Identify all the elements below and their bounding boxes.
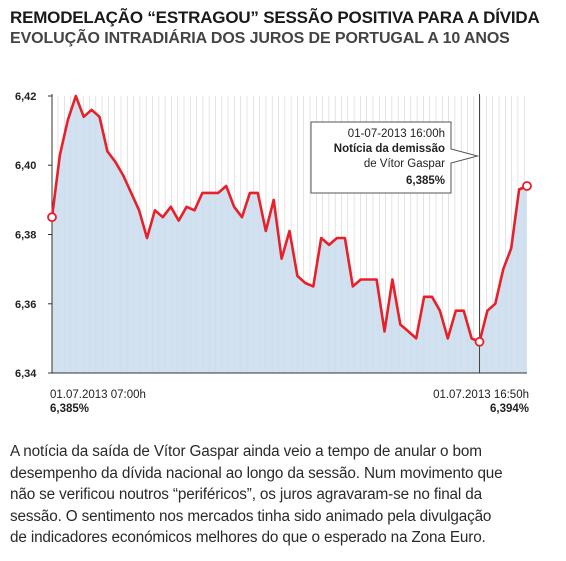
y-tick-label: 6,40 (15, 160, 36, 172)
caption-line: de indicadores económicos melhores do qu… (10, 529, 486, 546)
chart-title: REMODELAÇÃO “ESTRAGOU” SESSÃO POSITIVA P… (10, 8, 540, 27)
annotation-line-2: Notícia da demissão (334, 143, 445, 155)
caption-text: A notícia da saída de Vítor Gaspar ainda… (10, 441, 558, 549)
series-line (50, 94, 528, 344)
y-tick-label: 6,42 (15, 91, 36, 103)
x-label-end-value: 6,394% (490, 403, 529, 415)
caption-line: não se verificou noutros “periféricos”, … (10, 486, 482, 503)
y-tick-label: 6,38 (15, 230, 36, 242)
chart-subtitle: EVOLUÇÃO INTRADIÁRIA DOS JUROS DE PORTUG… (10, 30, 510, 47)
caption-line: sessão. O sentimento nos mercados tinha … (10, 507, 492, 525)
x-label-start-value: 6,385% (50, 403, 89, 415)
annotation-line-4: 6,385% (406, 175, 445, 187)
annotation-box: 01-07-2013 16:00h Notícia da demissão de… (310, 121, 480, 194)
x-label-start-time: 01.07.2013 07:00h (50, 389, 146, 401)
caption-line: desempenho da dívida nacional ao longo d… (10, 464, 503, 482)
y-tick-label: 6,36 (15, 299, 36, 311)
chart-svg: 6,34 6,36 6,38 6,40 6,42 01-07-2013 16:00h N… (15, 91, 532, 415)
x-label-end-time: 01.07.2013 16:50h (433, 389, 529, 401)
annotation-line-1: 01-07-2013 16:00h (348, 128, 445, 140)
y-tick-labels: 6,34 6,36 6,38 6,40 6,42 (15, 91, 52, 380)
y-tick-label: 6,34 (15, 368, 37, 380)
annotation-callout (310, 121, 480, 194)
annotation-line-3: de Vítor Gaspar (364, 158, 445, 170)
start-point (47, 212, 57, 223)
annotation-point (474, 336, 485, 347)
caption-line: A notícia da saída de Vítor Gaspar ainda… (10, 443, 482, 460)
end-point (522, 181, 532, 191)
